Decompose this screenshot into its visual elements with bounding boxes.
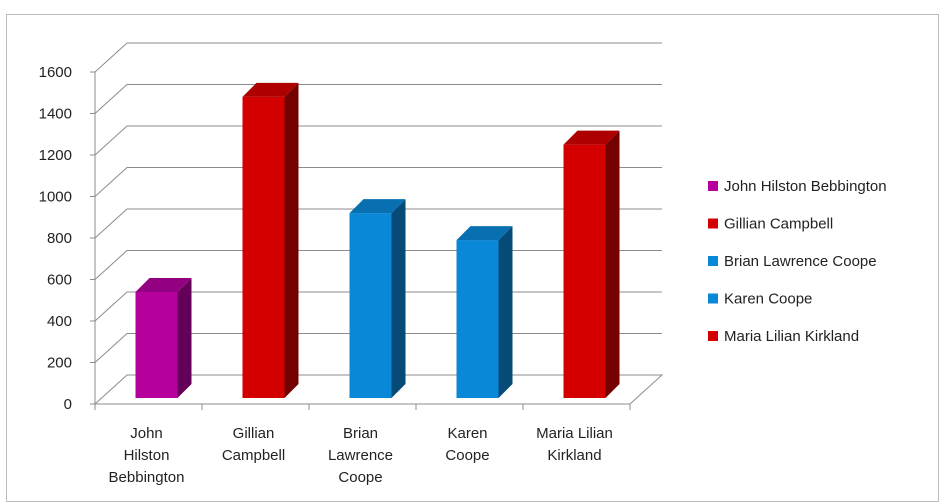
x-tick-label-line: Coope [338, 469, 382, 486]
gridline [94, 125, 662, 156]
x-tick-label: John Hilston Bebbington [109, 425, 185, 486]
bar-front [563, 144, 606, 398]
gridlines [94, 42, 662, 363]
legend-swatch [708, 218, 718, 229]
x-tick-label: Gillian Campbell [222, 425, 285, 464]
legend-item: Karen Coope [708, 291, 812, 308]
x-tick-label-line: Campbell [222, 447, 285, 464]
bar-top [242, 82, 299, 97]
bar [456, 226, 513, 398]
legend-label: Brian Lawrence Coope [724, 253, 877, 270]
y-tick-label: 1000 [39, 189, 72, 206]
legend-label: Gillian Campbell [724, 216, 833, 233]
x-tick-label-line: Karen [447, 425, 487, 442]
x-tick-label-line: Bebbington [109, 469, 185, 486]
bar [349, 199, 406, 398]
x-tick-label-line: Lawrence [328, 447, 393, 464]
x-tick-label-line: Hilston [124, 447, 170, 464]
gridline [94, 167, 662, 197]
legend-label: John Hilston Bebbington [724, 178, 887, 195]
x-tick-label-line: Brian [343, 425, 378, 442]
bar [242, 82, 299, 399]
floor [93, 374, 664, 405]
x-tick-label-line: Kirkland [547, 447, 601, 464]
bars [135, 82, 620, 399]
x-tick-label-line: Gillian [233, 425, 275, 442]
x-tick-label: Karen Coope [445, 425, 489, 464]
legend-swatch [708, 293, 718, 304]
bar [135, 277, 192, 398]
bar-side [498, 226, 513, 398]
legend-label: Maria Lilian Kirkland [724, 328, 859, 345]
y-tick-label: 0 [64, 396, 72, 413]
y-tick-label: 400 [47, 313, 72, 330]
legend-swatch [708, 331, 718, 341]
bar-side [605, 130, 620, 398]
y-tick-label: 600 [47, 272, 72, 289]
x-tick-label-line: Maria Lilian [536, 425, 613, 442]
gridline [94, 84, 662, 114]
gridline [94, 42, 662, 73]
bar-front [349, 213, 392, 398]
x-axis: John Hilston Bebbington Gillian Campbell Bria… [94, 404, 631, 486]
x-tick-label-line: John [130, 425, 163, 442]
bar-front [242, 96, 285, 399]
x-tick-label: Maria Lilian Kirkland [536, 425, 613, 464]
legend-swatch [708, 181, 718, 191]
bar-top [135, 277, 192, 292]
bar-front [135, 291, 178, 398]
y-tick-label: 1600 [39, 64, 72, 81]
legend-item: Maria Lilian Kirkland [708, 328, 859, 345]
bar-side [391, 199, 406, 398]
y-tick-label: 1400 [39, 106, 72, 123]
bar-front [456, 240, 499, 398]
legend-label: Karen Coope [724, 291, 812, 308]
x-tick-label-line: Coope [445, 447, 489, 464]
legend-swatch [708, 256, 718, 266]
y-tick-label: 800 [47, 230, 72, 247]
bar [563, 130, 620, 398]
bar-top [456, 226, 513, 241]
legend-item: Brian Lawrence Coope [708, 253, 877, 270]
gridline [94, 208, 662, 239]
legend: John Hilston Bebbington Gillian Campbell B… [708, 178, 887, 345]
bar-top [563, 130, 620, 145]
y-tick-label: 1200 [39, 147, 72, 164]
x-tick-label: Brian Lawrence Coope [328, 425, 393, 486]
legend-item: John Hilston Bebbington [708, 178, 887, 195]
bar-side [284, 82, 299, 399]
bar-top [349, 199, 406, 214]
y-tick-label: 200 [47, 355, 72, 372]
y-axis: 0 200 400 600 800 1000 1200 1400 1600 [39, 64, 95, 413]
legend-item: Gillian Campbell [708, 216, 833, 233]
bar-side [177, 277, 192, 398]
